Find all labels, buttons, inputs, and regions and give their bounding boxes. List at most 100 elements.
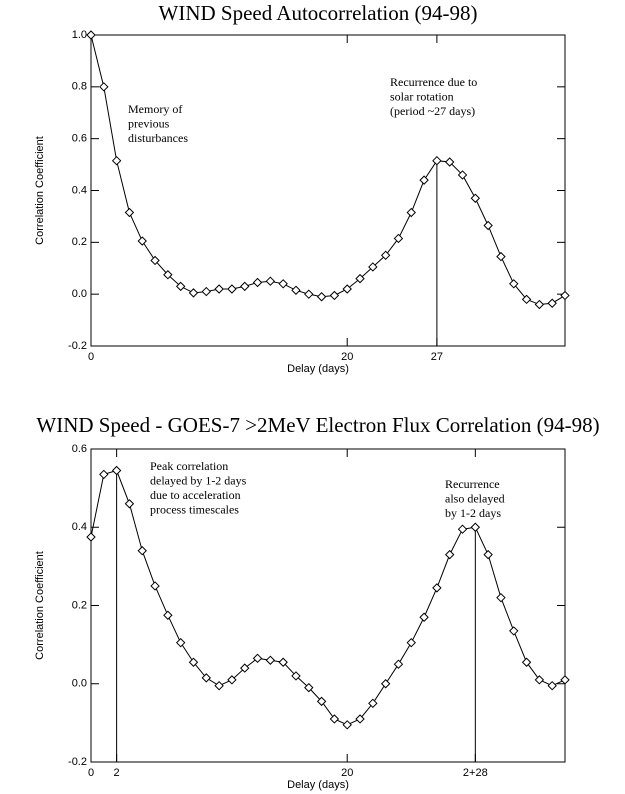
diamond-marker (329, 290, 340, 301)
x-tick-label: 0 (88, 767, 94, 779)
diamond-marker (316, 292, 327, 302)
diamond-marker (175, 281, 186, 292)
annotation: (period ~27 days) (390, 104, 475, 118)
diamond-marker (175, 637, 186, 648)
diamond-marker (521, 657, 532, 667)
diamond-marker (316, 696, 327, 707)
diamond-marker (265, 655, 276, 665)
diamond-marker (291, 285, 301, 295)
annotation: Memory of (128, 102, 182, 116)
diamond-marker (124, 499, 135, 509)
diamond-marker (483, 549, 493, 560)
x-tick-label: 20 (341, 767, 353, 779)
diamond-marker (329, 714, 340, 724)
x-tick-label: 2+28 (463, 767, 488, 779)
diamond-marker (393, 659, 404, 669)
diamond-marker (137, 546, 147, 556)
diamond-marker (380, 250, 391, 260)
x-axis-label: Delay (days) (287, 779, 349, 791)
annotation: process timescales (150, 502, 239, 516)
y-tick-label: 0.2 (72, 236, 87, 248)
diamond-marker (470, 193, 481, 203)
chart-title: WIND Speed - GOES-7 >2MeV Electron Flux … (36, 413, 599, 437)
x-tick-label: 20 (341, 351, 353, 363)
diamond-marker (509, 279, 519, 289)
x-tick-label: 0 (88, 351, 94, 363)
diamond-marker (457, 170, 468, 180)
diamond-marker (240, 281, 250, 292)
diamond-marker (291, 671, 301, 681)
diamond-marker (137, 236, 147, 246)
diamond-marker (188, 657, 199, 667)
y-tick-label: 0.6 (72, 133, 87, 145)
diamond-marker (444, 157, 455, 167)
diamond-marker (355, 714, 365, 724)
y-axis-label: Correlation Coefficient (34, 551, 46, 660)
diamond-marker (509, 626, 519, 636)
diamond-marker (483, 220, 493, 231)
diamond-marker (534, 299, 545, 310)
chart: WIND Speed Autocorrelation (94-98) -0.2 0.… (34, 1, 570, 375)
y-tick-label: -0.2 (68, 340, 87, 352)
diamond-marker (111, 465, 122, 476)
diamond-marker (252, 277, 263, 288)
diamond-marker (111, 155, 122, 166)
annotation: Recurrence (445, 477, 500, 491)
diamond-marker (188, 288, 199, 298)
diamond-marker (99, 469, 109, 480)
diamond-marker (214, 284, 224, 294)
annotation: previous (128, 116, 170, 130)
diamond-marker (534, 675, 545, 685)
y-axis-label: Correlation Coefficient (34, 136, 46, 245)
diamond-marker (227, 284, 237, 294)
diamond-marker (163, 270, 173, 280)
diamond-marker (227, 675, 237, 685)
diamond-marker (265, 276, 276, 286)
y-tick-label: -0.2 (68, 756, 87, 768)
diamond-marker (419, 612, 429, 622)
diamond-marker (86, 532, 96, 542)
diamond-marker (547, 298, 557, 308)
x-tick-label: 27 (431, 351, 443, 363)
y-tick-label: 0.4 (72, 184, 87, 196)
diamond-marker (419, 175, 429, 185)
diamond-marker (240, 663, 250, 673)
diamond-marker (393, 233, 404, 244)
y-tick-label: 0.2 (72, 599, 87, 611)
y-tick-label: 0.8 (72, 81, 87, 93)
diamond-marker (86, 30, 96, 40)
diamond-marker (406, 207, 416, 218)
diamond-marker (304, 682, 314, 693)
diamond-marker (355, 273, 365, 284)
annotation: solar rotation (390, 89, 454, 103)
diamond-marker (380, 679, 391, 689)
y-tick-label: 0.4 (72, 521, 87, 533)
diamond-marker (252, 653, 263, 664)
diamond-marker (457, 524, 468, 534)
diamond-marker (278, 657, 288, 667)
diamond-marker (368, 262, 378, 272)
diamond-marker (547, 680, 557, 691)
annotation: also delayed (445, 491, 505, 505)
diamond-marker (201, 286, 212, 297)
diamond-marker (521, 294, 532, 305)
diamond-marker (163, 610, 173, 620)
y-tick-label: 0.0 (72, 678, 87, 690)
diamond-marker (304, 289, 314, 299)
diamond-marker (342, 720, 352, 730)
diamond-marker (560, 290, 570, 301)
diamond-marker (496, 251, 506, 262)
data-line (90, 469, 566, 726)
y-tick-label: 1.0 (72, 29, 87, 41)
diamond-marker (99, 82, 109, 92)
diamond-marker (432, 583, 442, 593)
diamond-marker (201, 673, 212, 683)
y-tick-label: 0.6 (72, 443, 87, 455)
diamond-marker (470, 522, 481, 532)
plot-frame (90, 34, 566, 347)
diamond-marker (150, 255, 160, 266)
diamond-marker (150, 581, 160, 591)
diamond-marker (278, 279, 288, 289)
annotation: Peak correlation (150, 459, 228, 473)
diamond-marker (560, 675, 570, 685)
